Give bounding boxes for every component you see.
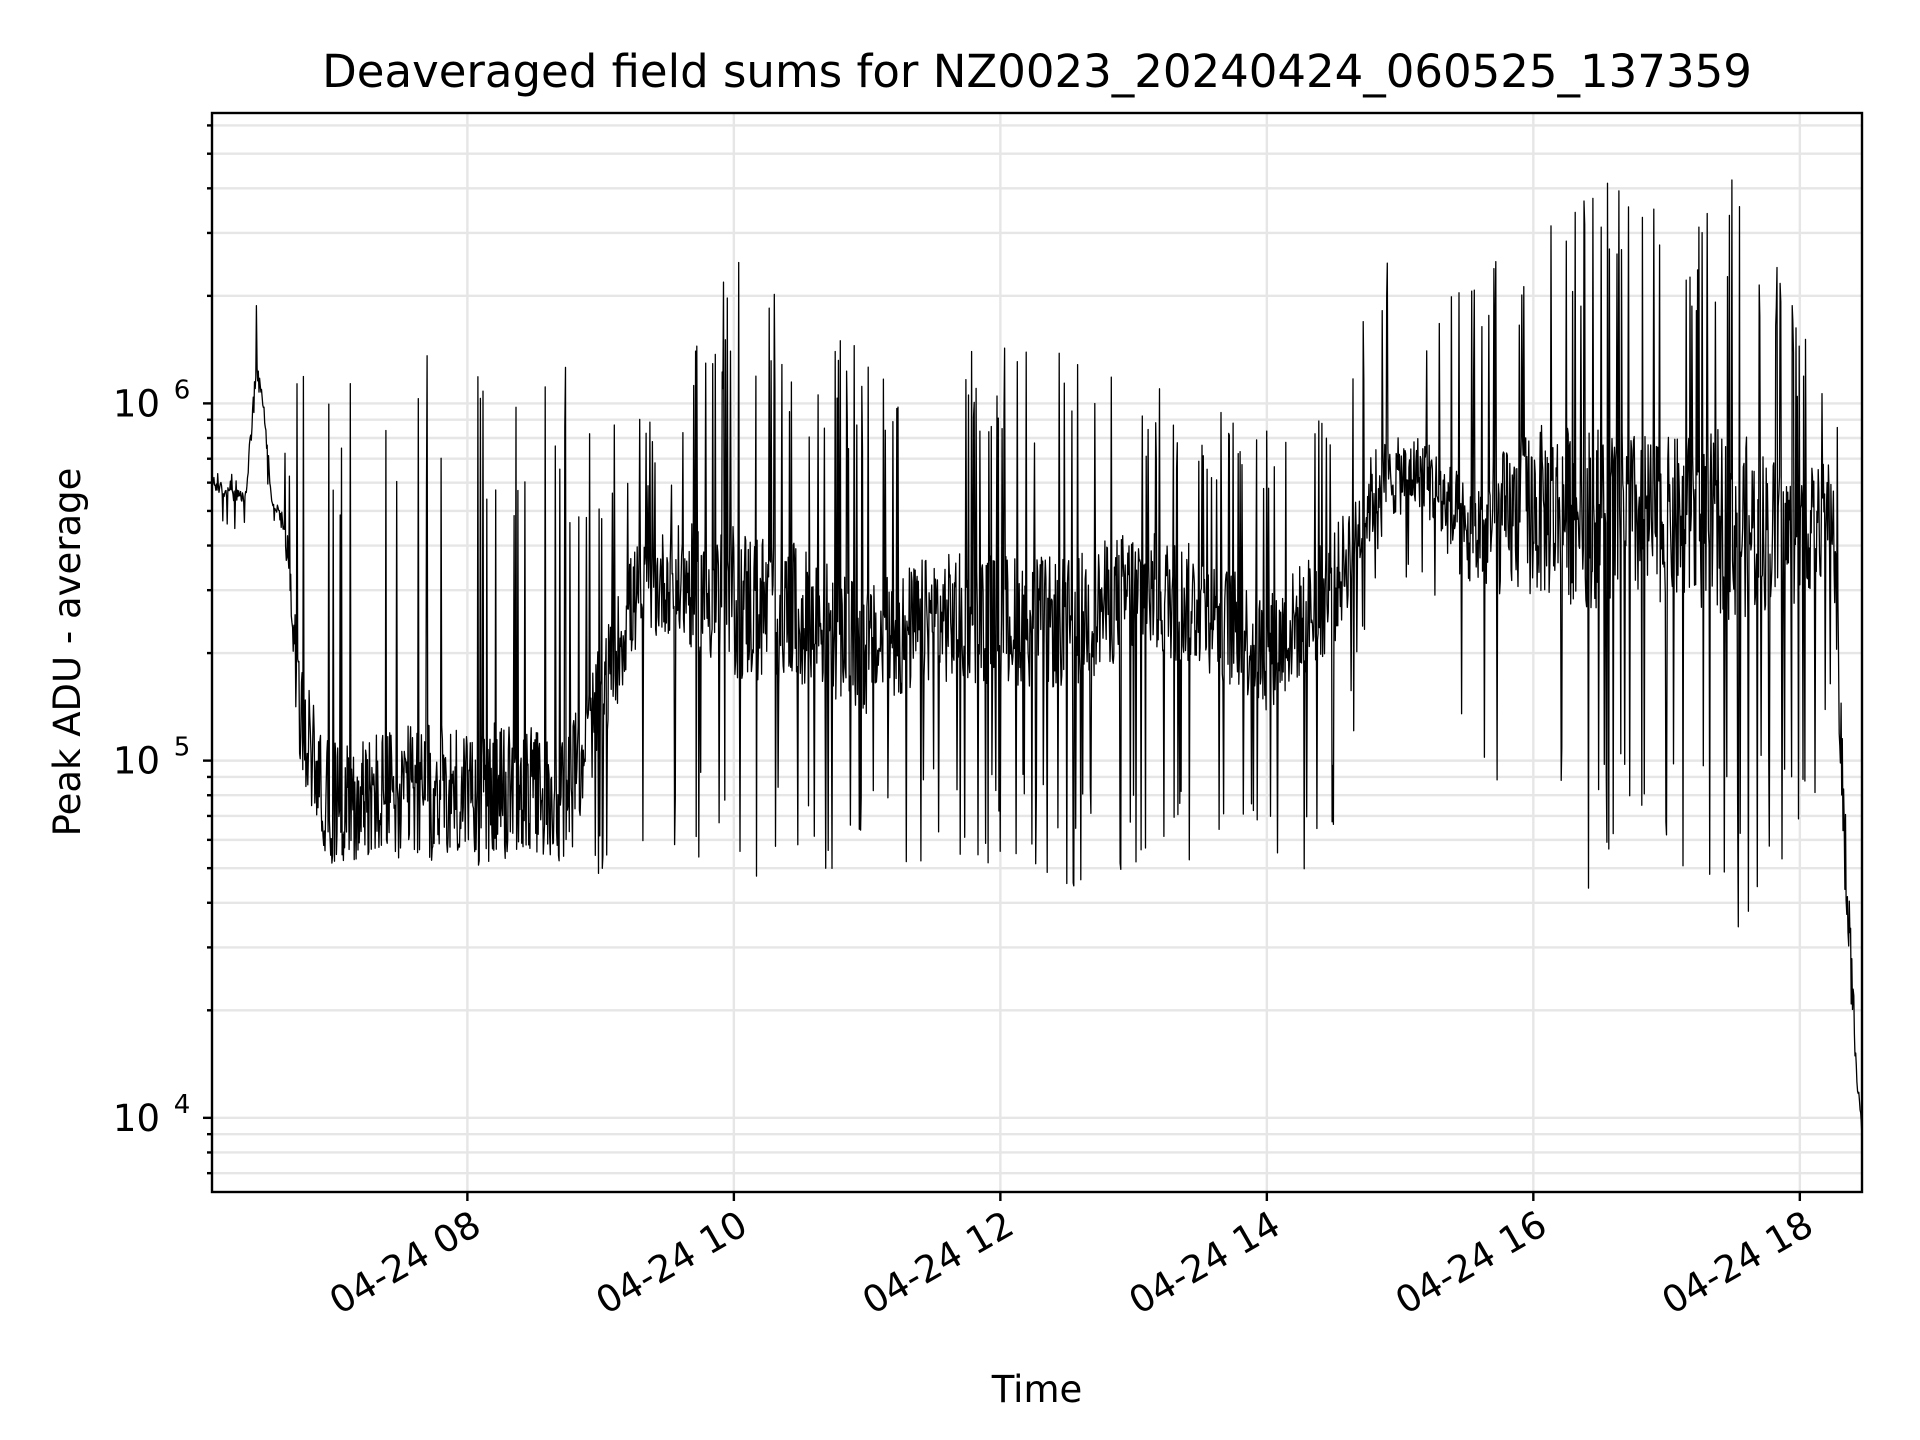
series-layer xyxy=(211,179,1863,1138)
y-tick-label: 10 xyxy=(113,740,160,783)
y-tick-exponent: 6 xyxy=(174,375,191,405)
series-line xyxy=(211,179,1863,1138)
ticks: 10 4 10 5 10 6 04-24 08 04-24 10 04-24 12 04-24 1… xyxy=(113,124,1821,1323)
x-tick-label: 04-24 12 xyxy=(855,1203,1021,1323)
chart-title: Deaveraged field sums for NZ0023_2024042… xyxy=(322,45,1752,98)
x-tick-label: 04-24 16 xyxy=(1388,1203,1554,1323)
x-tick-label: 04-24 10 xyxy=(589,1203,755,1323)
y-tick-exponent: 5 xyxy=(174,733,191,763)
x-tick-label: 04-24 14 xyxy=(1122,1203,1288,1323)
y-tick-label: 10 xyxy=(113,382,160,425)
x-axis-label: Time xyxy=(991,1368,1083,1411)
x-tick-label: 04-24 08 xyxy=(322,1203,488,1323)
y-tick-exponent: 4 xyxy=(174,1090,191,1120)
y-axis-label: Peak ADU - average xyxy=(46,468,89,837)
y-tick-label: 10 xyxy=(113,1097,160,1140)
x-tick-label: 04-24 18 xyxy=(1655,1203,1821,1323)
